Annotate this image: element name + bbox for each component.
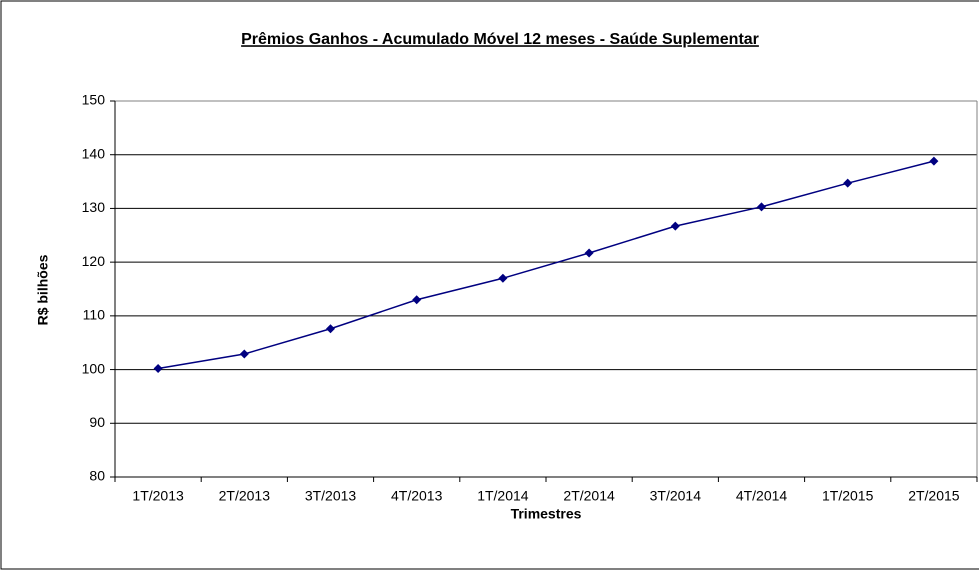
data-point	[670, 221, 680, 231]
x-tick-label: 1T/2013	[132, 488, 184, 504]
data-point	[929, 156, 939, 166]
y-tick-label: 140	[82, 145, 106, 161]
data-point	[584, 248, 594, 258]
x-tick-label: 1T/2014	[477, 488, 529, 504]
data-point	[757, 202, 766, 212]
x-tick-label: 4T/2014	[736, 488, 788, 504]
x-tick-label: 3T/2014	[650, 488, 702, 504]
x-tick-label: 3T/2013	[305, 488, 357, 504]
x-tick-label: 1T/2015	[822, 488, 874, 504]
data-point	[498, 273, 508, 283]
x-tick-label: 2T/2013	[219, 488, 271, 504]
data-point	[239, 349, 249, 359]
data-point	[412, 295, 422, 305]
data-point	[843, 178, 853, 188]
y-tick-label: 100	[82, 360, 106, 376]
data-point	[326, 324, 335, 334]
y-axis-title: R$ bilhões	[35, 254, 51, 325]
y-tick-label: 110	[83, 307, 106, 323]
data-point	[153, 363, 163, 373]
series-line	[157, 160, 935, 370]
y-tick-label: 120	[82, 253, 106, 269]
y-tick-label: 130	[82, 199, 106, 215]
x-axis-title: Trimestres	[511, 506, 582, 522]
y-tick-label: 150	[82, 92, 106, 108]
x-tick-label: 2T/2014	[563, 488, 615, 504]
chart-title: Prêmios Ganhos - Acumulado Móvel 12 mese…	[241, 31, 759, 48]
x-tick-label: 2T/2015	[908, 488, 960, 504]
x-tick-label: 4T/2013	[391, 488, 443, 504]
y-tick-label: 80	[89, 468, 105, 484]
y-tick-label: 90	[89, 414, 105, 430]
